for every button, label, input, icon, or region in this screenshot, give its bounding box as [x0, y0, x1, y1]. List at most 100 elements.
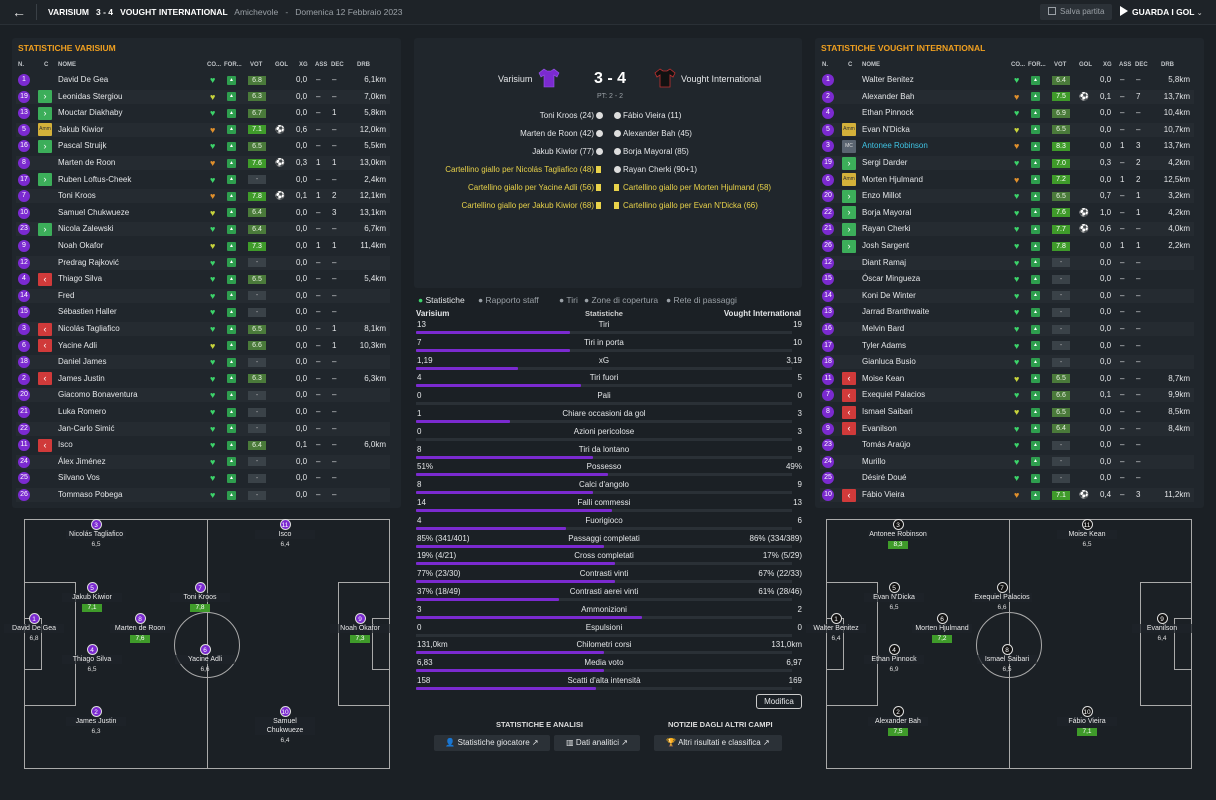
player-name[interactable]: Isco [58, 440, 73, 450]
table-row[interactable]: 16 Melvin Bard ♥ ▲ -0,0– – [820, 322, 1194, 336]
player-name[interactable]: Álex Jiménez [58, 456, 106, 466]
player-name[interactable]: Antonee Robinson [862, 141, 928, 151]
player-name[interactable]: Leonidas Stergiou [58, 91, 123, 101]
tab-rete-passaggi[interactable]: ● Rete di passaggi [666, 295, 737, 305]
player-name[interactable]: Thiago Silva [58, 274, 103, 284]
table-row[interactable]: 12 Diant Ramaj ♥ ▲ -0,0– – [820, 255, 1194, 270]
player-name[interactable]: Yacine Adli [58, 340, 97, 350]
table-row[interactable]: 14 Fred ♥ ▲ -0,0– – [16, 288, 390, 303]
player-name[interactable]: Evanilson [862, 423, 897, 433]
player-name[interactable]: Walter Benitez [862, 75, 914, 84]
lineup-player[interactable]: 3 Nicolás Tagliafico 6,5 [66, 519, 126, 549]
table-row[interactable]: 12 Predrag Rajković ♥ ▲ -0,0– – [16, 255, 390, 270]
player-name[interactable]: Exequiel Palacios [862, 390, 926, 400]
lineup-player[interactable]: 2 Alexander Bah 7,5 [868, 706, 928, 736]
lineup-player[interactable]: 9 Evanilson 6,4 [1132, 613, 1192, 643]
table-row[interactable]: 23 › Nicola Zalewski ♥ ▲ 6.4 0,0– –6,7km [16, 222, 390, 237]
player-name[interactable]: Morten Hjulmand [862, 174, 923, 184]
col-rating[interactable]: VOT [1054, 62, 1067, 68]
player-name[interactable]: Marten de Roon [58, 158, 116, 167]
player-name[interactable]: Ismael Saibari [862, 407, 913, 416]
player-name[interactable]: Josh Sargent [862, 241, 910, 250]
col-name[interactable]: NOME [862, 62, 880, 68]
lineup-player[interactable]: 7 Exequiel Palacios 6,6 [972, 582, 1032, 612]
col-goals[interactable]: GOL [275, 62, 288, 68]
player-name[interactable]: Luka Romero [58, 407, 107, 416]
player-name[interactable]: Evan N'Dicka [862, 124, 910, 134]
table-row[interactable]: 11 ‹ Moise Kean ♥ ▲ 6.5 0,0– –8,7km [820, 372, 1194, 386]
player-name[interactable]: Alexander Bah [862, 91, 915, 101]
lineup-player[interactable]: 6 Yacine Adli 6,6 [175, 644, 235, 674]
table-row[interactable]: 6 Amm Morten Hjulmand ♥ ▲ 7.2 0,0 1 2 12,5km [820, 173, 1194, 187]
table-row[interactable]: 23 Tomás Araújo ♥ ▲ -0,0– – [820, 438, 1194, 452]
table-row[interactable]: 2 Alexander Bah ♥ ▲ 7.5 ⚽ 0,1– 7 13,7km [820, 89, 1194, 104]
lineup-player[interactable]: 5 Evan N'Dicka 6,5 [864, 582, 924, 612]
col-decisive[interactable]: DEC [331, 62, 344, 68]
col-decisive[interactable]: DEC [1135, 62, 1148, 68]
tab-rapporto-staff[interactable]: ● Rapporto staff [478, 295, 539, 305]
col-goals[interactable]: GOL [1079, 62, 1092, 68]
table-row[interactable]: 19 › Leonidas Stergiou ♥ ▲ 6.3 0,0– –7,0km [16, 89, 390, 104]
player-name[interactable]: David De Gea [58, 75, 109, 84]
back-arrow-icon[interactable]: ← [12, 4, 26, 20]
player-stats-button[interactable]: 👤 Statistiche giocatore ↗ [434, 735, 550, 751]
player-name[interactable]: Fábio Vieira [862, 490, 905, 499]
player-name[interactable]: Nicola Zalewski [58, 224, 114, 234]
table-row[interactable]: 24 Murillo ♥ ▲ -0,0– – [820, 454, 1194, 469]
col-name[interactable]: NOME [58, 62, 76, 68]
player-name[interactable]: Rayan Cherki [862, 224, 911, 234]
table-row[interactable]: 7 Toni Kroos ♥ ▲ 7.8 ⚽ 0,1 1 2 12,1km [16, 189, 390, 204]
player-name[interactable]: Sergi Darder [862, 158, 908, 167]
table-row[interactable]: 21 › Rayan Cherki ♥ ▲ 7.7 ⚽ 0,6– –4,0km [820, 222, 1194, 237]
table-row[interactable]: 22 › Borja Mayoral ♥ ▲ 7.6 ⚽ 1,0– 1 4,2km [820, 206, 1194, 220]
table-row[interactable]: 5 Amm Jakub Kiwior ♥ ▲ 7.1 ⚽ 0,6– –12,0km [16, 122, 390, 137]
lineup-player[interactable]: 4 Ethan Pinnock 6,9 [864, 644, 924, 674]
table-row[interactable]: 3 ‹ Nicolás Tagliafico ♥ ▲ 6.5 0,0– 1 8,1km [16, 322, 390, 336]
table-row[interactable]: 2 ‹ James Justin ♥ ▲ 6.3 0,0– –6,3km [16, 372, 390, 386]
table-row[interactable]: 20 Giacomo Bonaventura ♥ ▲ -0,0– – [16, 388, 390, 403]
table-row[interactable]: 19 › Sergi Darder ♥ ▲ 7.0 0,3– 2 4,2km [820, 156, 1194, 170]
table-row[interactable]: 13 › Mouctar Diakhaby ♥ ▲ 6.7 0,0– 1 5,8km [16, 106, 390, 120]
table-row[interactable]: 15 Óscar Mingueza ♥ ▲ -0,0– – [820, 272, 1194, 286]
col-c[interactable]: C [848, 62, 853, 68]
player-name[interactable]: Tyler Adams [862, 340, 907, 350]
lineup-player[interactable]: 5 Jakub Kiwior 7,1 [62, 582, 122, 612]
col-xg[interactable]: XG [1103, 62, 1112, 68]
col-rating[interactable]: VOT [250, 62, 263, 68]
table-row[interactable]: 11 ‹ Isco ♥ ▲ 6.4 0,1– –6,0km [16, 438, 390, 452]
save-match-button[interactable]: Salva partita [1040, 4, 1112, 20]
player-name[interactable]: Désiré Doué [862, 473, 907, 483]
player-name[interactable]: Moise Kean [862, 373, 905, 383]
player-name[interactable]: Sébastien Haller [58, 307, 117, 317]
table-row[interactable]: 6 ‹ Yacine Adli ♥ ▲ 6.6 0,0– 1 10,3km [16, 339, 390, 353]
player-name[interactable]: Ethan Pinnock [862, 108, 914, 118]
table-row[interactable]: 17 › Ruben Loftus-Cheek ♥ ▲ -0,0– –2,4km [16, 173, 390, 187]
tab-tiri[interactable]: ● Tiri [559, 295, 578, 305]
player-name[interactable]: Pascal Struijk [58, 141, 107, 151]
player-name[interactable]: Giacomo Bonaventura [58, 390, 138, 400]
player-name[interactable]: Daniel James [58, 357, 107, 367]
table-row[interactable]: 25 Désiré Doué ♥ ▲ -0,0– – [820, 471, 1194, 485]
player-name[interactable]: Enzo Millot [862, 191, 902, 201]
player-name[interactable]: Mouctar Diakhaby [58, 108, 123, 118]
table-row[interactable]: 3 MC Antonee Robinson ♥ ▲ 8.3 0,0 1 3 13,7km [820, 139, 1194, 153]
table-row[interactable]: 15 Sébastien Haller ♥ ▲ -0,0– – [16, 305, 390, 319]
lineup-player[interactable]: 10 Fábio Vieira 7,1 [1057, 706, 1117, 736]
lineup-player[interactable]: 6 Morten Hjulmand 7,2 [912, 613, 972, 643]
lineup-player[interactable]: 1 Walter Benitez 6,4 [806, 613, 866, 643]
table-row[interactable]: 1 David De Gea ♥ ▲ 6.8 0,0– –6,1km [16, 73, 390, 87]
col-assists[interactable]: ASS [315, 62, 328, 68]
col-condition[interactable]: CO... [207, 62, 222, 68]
player-name[interactable]: Samuel Chukwueze [58, 207, 130, 217]
lineup-player[interactable]: 4 Thiago Silva 6,5 [62, 644, 122, 674]
watch-goals-button[interactable]: GUARDA I GOL ⌄ [1120, 4, 1210, 20]
col-distance[interactable]: DRB [1161, 62, 1174, 68]
lineup-player[interactable]: 2 James Justin 6,3 [66, 706, 126, 736]
table-row[interactable]: 16 › Pascal Struijk ♥ ▲ 6.5 0,0– –5,5km [16, 139, 390, 153]
table-row[interactable]: 4 ‹ Thiago Silva ♥ ▲ 6.5 0,0– –5,4km [16, 272, 390, 286]
table-row[interactable]: 9 ‹ Evanilson ♥ ▲ 6.4 0,0– –8,4km [820, 421, 1194, 436]
col-form[interactable]: FOR... [224, 62, 242, 68]
player-name[interactable]: Melvin Bard [862, 324, 905, 333]
player-name[interactable]: Noah Okafor [58, 241, 104, 250]
player-name[interactable]: Tommaso Pobega [58, 490, 123, 499]
